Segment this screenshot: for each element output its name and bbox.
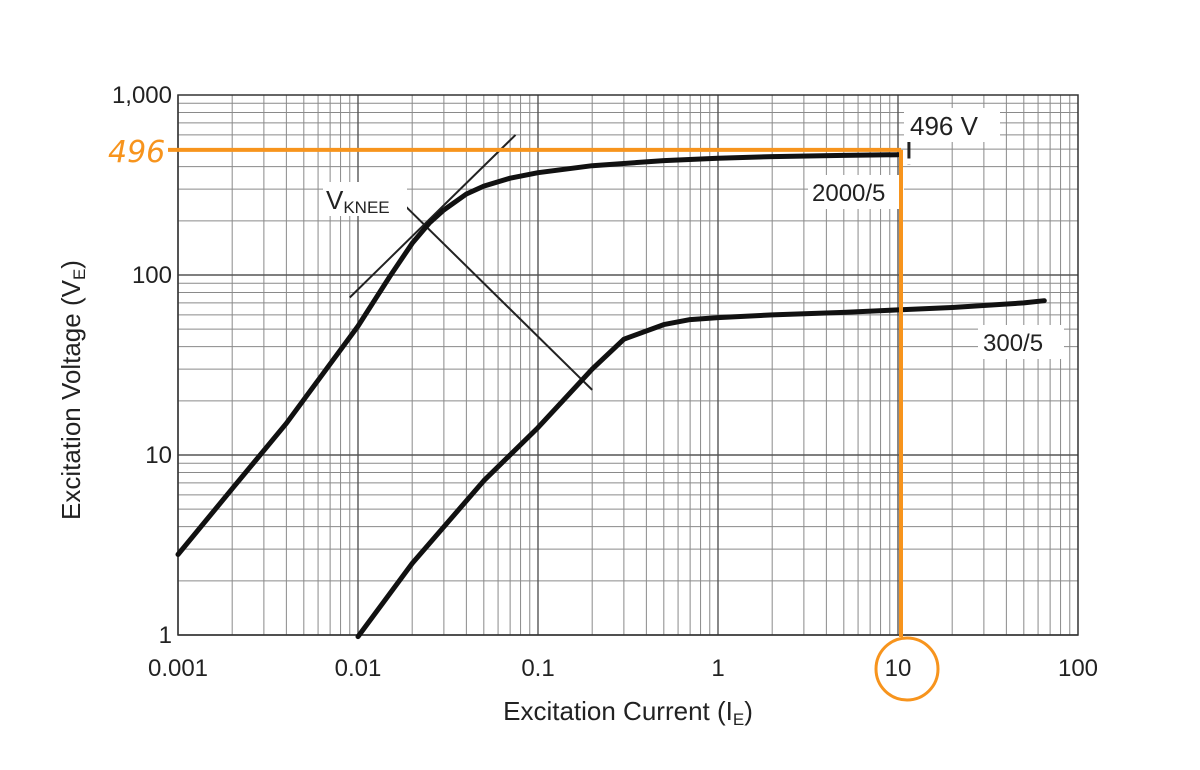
series-line-300-5 xyxy=(355,298,1047,640)
series-line-2000-5 xyxy=(175,152,901,557)
y-axis-title-sub: E xyxy=(70,269,89,280)
plot-frame xyxy=(177,94,1079,636)
circled-10-mark xyxy=(874,636,940,702)
y-axis-title: Excitation Voltage (VE) xyxy=(56,260,89,520)
x-axis-title: Excitation Current (IE) xyxy=(503,696,753,729)
knee-construction xyxy=(349,134,593,391)
orange-guide-lines xyxy=(168,147,903,637)
handwritten-496: 496 xyxy=(108,135,165,170)
grid-major xyxy=(177,95,1078,636)
x-tick-labels: 0.001 0.01 0.1 1 10 100 xyxy=(148,655,1098,682)
knee-label-sub: KNEE xyxy=(343,198,389,217)
x-tick-label: 1 xyxy=(711,655,724,682)
knee-label-bg xyxy=(323,182,407,216)
x-tick-label: 0.01 xyxy=(335,655,382,682)
x-tick-label: 10 xyxy=(885,655,912,682)
x-tick-label: 100 xyxy=(1058,655,1098,682)
knee-point-line xyxy=(398,199,593,391)
y-tick-label: 10 xyxy=(145,442,172,469)
x-axis-title-sub: E xyxy=(733,710,744,729)
series-label-bg-2000 xyxy=(808,175,904,209)
knee-label: VKNEE xyxy=(326,185,390,217)
knee-tangent-line xyxy=(349,134,517,299)
y-tick-label: 1 xyxy=(159,622,172,649)
series-label-bg-300 xyxy=(978,325,1064,359)
y-tick-label: 1,000 xyxy=(112,82,172,109)
series-label-2000-5: 2000/5 xyxy=(812,180,885,207)
voltage-label: 496 V xyxy=(910,111,979,141)
grid-minor xyxy=(178,95,1078,635)
y-tick-labels: 1 10 100 1,000 xyxy=(112,82,172,649)
series-group xyxy=(175,152,1047,640)
x-axis-title-end: ) xyxy=(744,696,753,726)
x-tick-label: 0.001 xyxy=(148,655,208,682)
y-axis-title-end: ) xyxy=(56,260,86,269)
series-label-300-5: 300/5 xyxy=(983,330,1043,357)
y-tick-label: 100 xyxy=(132,262,172,289)
voltage-label-bg xyxy=(904,108,1000,142)
x-tick-label: 0.1 xyxy=(521,655,554,682)
